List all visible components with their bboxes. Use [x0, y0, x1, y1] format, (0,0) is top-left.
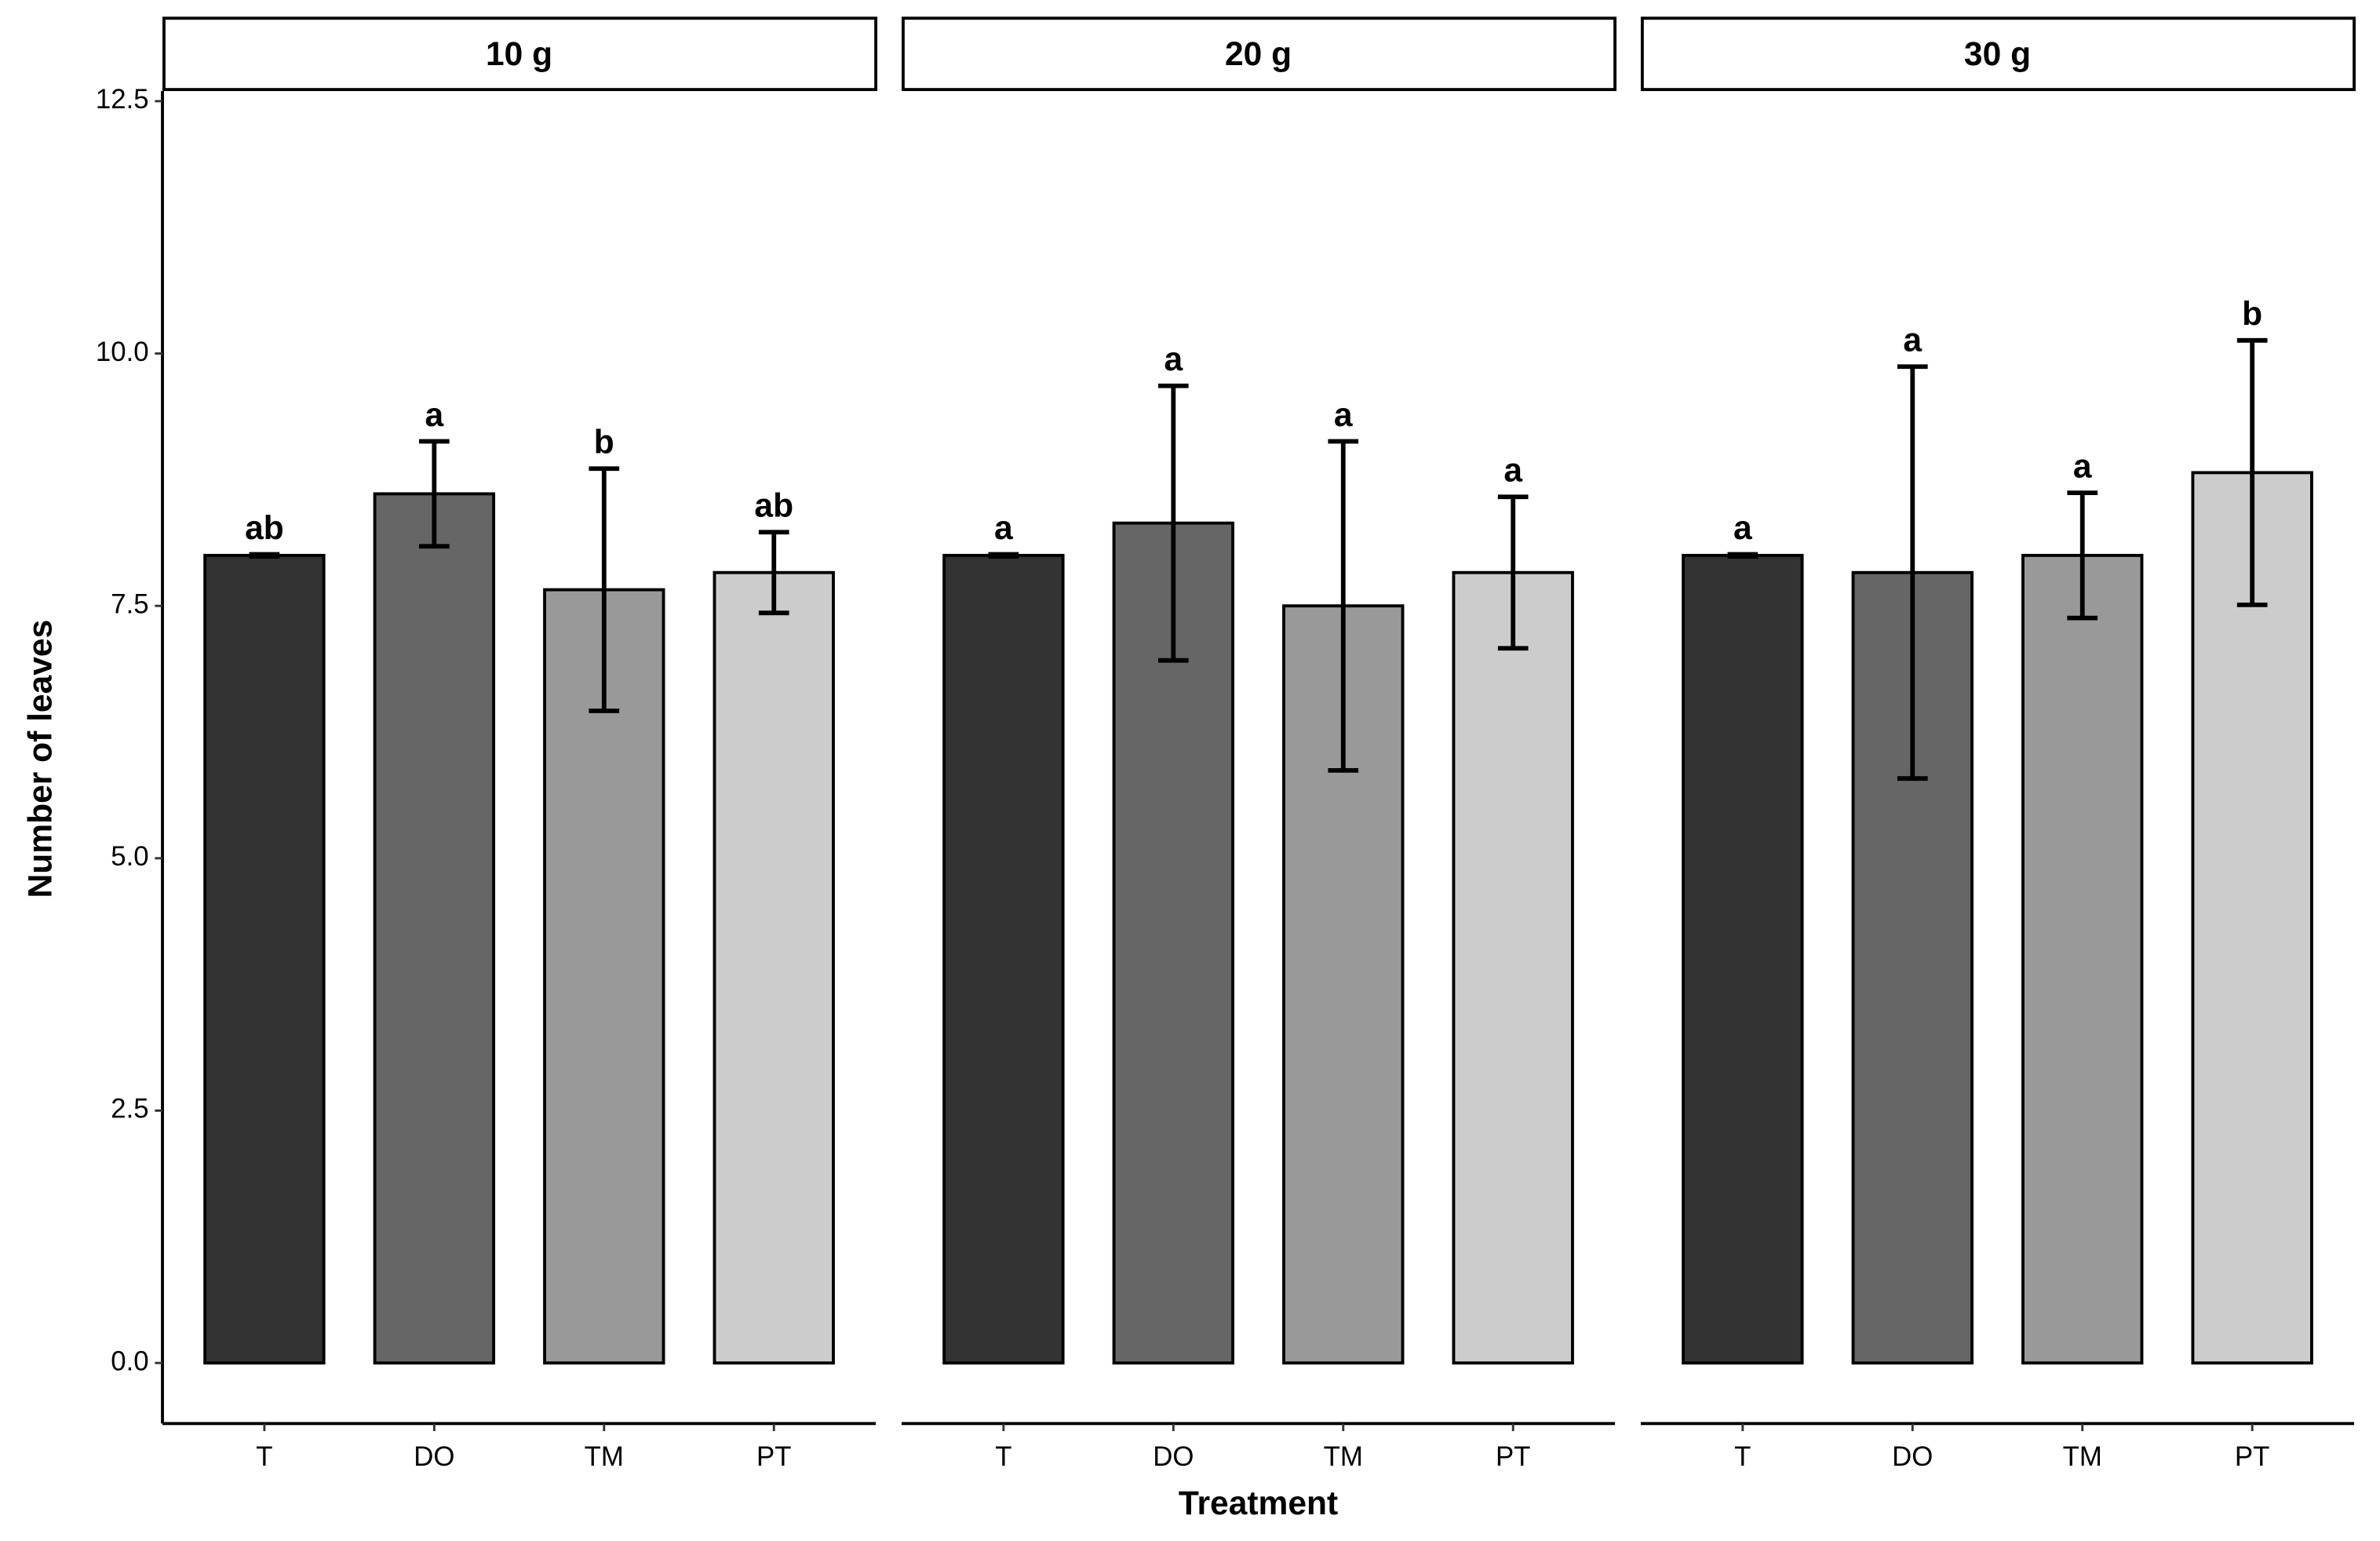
bar — [942, 553, 1065, 1365]
significance-letter: a — [1164, 341, 1183, 378]
significance-letter: b — [2242, 295, 2262, 333]
error-bar — [1897, 364, 1928, 781]
strip-label: 30 g — [1964, 35, 2031, 73]
error-bar — [1328, 439, 1359, 773]
significance-letter: b — [594, 424, 614, 461]
error-bar — [2067, 490, 2098, 621]
strip — [162, 16, 878, 92]
bar — [203, 553, 326, 1365]
x-axis-title: Treatment — [1179, 1485, 1338, 1522]
bar — [543, 588, 665, 1365]
error-bar — [1157, 383, 1189, 663]
error-bar — [758, 530, 789, 616]
strip — [901, 16, 1617, 92]
error-bar — [1497, 494, 1529, 651]
significance-letter: a — [1733, 509, 1752, 547]
y-tick-label: 7.5 — [111, 588, 148, 619]
bar — [2191, 471, 2313, 1365]
bar — [713, 570, 835, 1365]
bar — [1682, 553, 1804, 1365]
x-tick-label: PT — [756, 1441, 791, 1472]
significance-letter: a — [994, 509, 1013, 547]
x-tick-label: PT — [1496, 1441, 1530, 1472]
x-tick-label: T — [1734, 1441, 1751, 1472]
significance-letter: ab — [754, 487, 793, 525]
significance-letter: a — [425, 396, 444, 434]
error-bar — [419, 439, 450, 549]
y-tick-label: 12.5 — [96, 84, 149, 115]
error-bar — [2236, 337, 2268, 607]
error-bar — [589, 466, 620, 713]
y-tick-label: 0.0 — [111, 1346, 148, 1376]
y-tick-label: 2.5 — [111, 1094, 148, 1124]
x-tick-label: TM — [585, 1441, 624, 1472]
error-bar — [249, 552, 280, 559]
significance-letter: a — [2073, 447, 2092, 485]
significance-letter: ab — [245, 509, 284, 547]
x-tick-label: T — [995, 1441, 1011, 1472]
x-tick-label: DO — [1892, 1441, 1933, 1472]
bar — [1112, 521, 1235, 1365]
error-bar — [988, 552, 1019, 559]
strip-label: 10 g — [486, 35, 552, 73]
x-tick-label: DO — [1153, 1441, 1194, 1472]
x-tick-label: DO — [414, 1441, 454, 1472]
significance-letter: a — [1903, 322, 1922, 359]
bar — [2021, 553, 2144, 1365]
bar — [373, 492, 496, 1365]
y-tick-label: 10.0 — [96, 337, 149, 367]
y-axis-title: Number of leaves — [21, 620, 59, 898]
significance-letter: a — [1503, 452, 1522, 490]
strip-label: 20 g — [1225, 35, 1292, 73]
strip — [1640, 16, 2356, 92]
x-tick-label: PT — [2235, 1441, 2269, 1472]
x-tick-label: T — [256, 1441, 272, 1472]
x-tick-label: TM — [2063, 1441, 2102, 1472]
bar — [1452, 570, 1574, 1365]
significance-letter: a — [1334, 396, 1353, 434]
error-bar — [1727, 552, 1759, 559]
y-tick-label: 5.0 — [111, 841, 148, 872]
x-tick-label: TM — [1324, 1441, 1363, 1472]
